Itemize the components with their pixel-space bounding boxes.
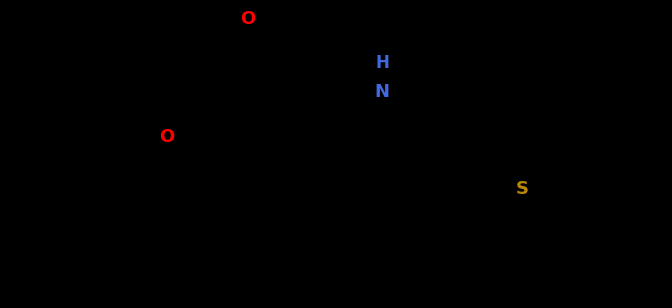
Text: O: O: [240, 10, 255, 28]
Text: N: N: [375, 83, 390, 101]
FancyBboxPatch shape: [223, 2, 272, 37]
Text: H: H: [375, 54, 389, 72]
FancyBboxPatch shape: [358, 71, 407, 106]
FancyBboxPatch shape: [142, 120, 192, 154]
Text: S: S: [516, 180, 529, 198]
FancyBboxPatch shape: [498, 171, 547, 206]
Text: O: O: [159, 128, 174, 146]
